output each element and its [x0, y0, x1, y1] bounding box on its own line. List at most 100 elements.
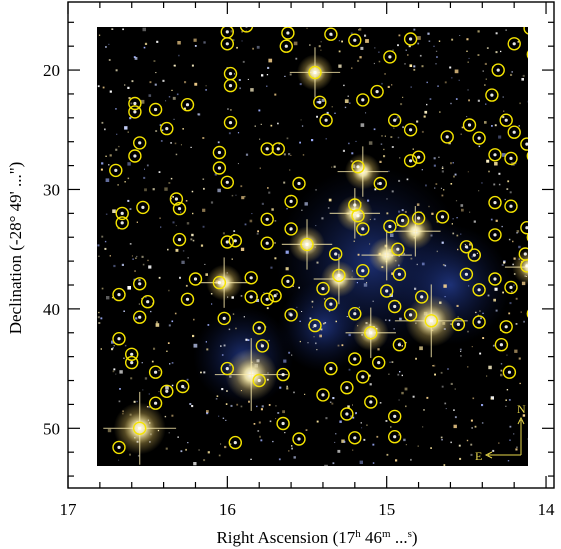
- source-marker: [180, 292, 195, 306]
- faint-star: [175, 153, 178, 156]
- faint-star: [198, 449, 200, 451]
- marker-star: [375, 90, 379, 94]
- faint-star: [377, 348, 380, 351]
- faint-star: [289, 169, 291, 171]
- source-marker: [276, 416, 290, 431]
- faint-star: [136, 255, 138, 258]
- faint-star: [376, 435, 379, 438]
- faint-star: [347, 405, 350, 408]
- bright-star: [504, 249, 528, 285]
- faint-star: [179, 276, 181, 279]
- faint-star: [352, 449, 354, 451]
- faint-star: [148, 393, 150, 395]
- marker-star: [393, 304, 397, 309]
- faint-star: [142, 389, 144, 391]
- marker-star: [525, 142, 528, 146]
- faint-star: [127, 177, 130, 180]
- faint-star: [436, 220, 439, 223]
- marker-star: [532, 312, 535, 315]
- faint-star: [174, 142, 177, 145]
- faint-star: [225, 403, 228, 405]
- marker-star: [233, 441, 237, 445]
- faint-star: [143, 176, 146, 179]
- faint-star: [320, 49, 322, 51]
- faint-star: [170, 177, 173, 180]
- source-marker: [415, 290, 429, 304]
- source-marker: [250, 14, 262, 26]
- faint-star: [508, 238, 511, 241]
- source-marker: [228, 234, 243, 248]
- source-marker: [403, 32, 418, 46]
- faint-star: [108, 59, 111, 61]
- faint-star: [288, 153, 291, 156]
- faint-star: [445, 408, 447, 410]
- faint-star: [522, 414, 526, 417]
- faint-star: [228, 132, 231, 135]
- source-marker: [523, 27, 528, 35]
- marker-star: [313, 324, 317, 328]
- marker-star: [493, 277, 497, 281]
- faint-star: [161, 129, 164, 131]
- faint-star: [342, 149, 345, 152]
- marker-star: [409, 313, 413, 317]
- faint-star: [357, 253, 360, 256]
- marker-star: [512, 130, 516, 134]
- marker-star: [397, 272, 401, 276]
- source-marker: [411, 211, 426, 225]
- faint-star: [373, 128, 376, 131]
- faint-star: [197, 113, 200, 116]
- faint-star: [454, 69, 459, 74]
- source-marker: [459, 267, 474, 281]
- marker-star: [393, 118, 397, 122]
- faint-star: [384, 73, 386, 75]
- faint-star: [232, 313, 235, 315]
- faint-star: [150, 310, 152, 313]
- source-marker: [148, 365, 163, 379]
- faint-star: [451, 223, 453, 225]
- faint-star: [118, 459, 120, 461]
- faint-star: [433, 364, 436, 367]
- faint-star: [204, 263, 206, 265]
- y-tick-label: 40: [43, 300, 60, 319]
- marker-star: [225, 240, 229, 244]
- source-marker: [499, 320, 513, 334]
- faint-star: [309, 44, 311, 46]
- faint-star: [130, 377, 133, 380]
- faint-star: [417, 445, 419, 447]
- north-arrowhead: [517, 416, 525, 425]
- source-marker: [281, 274, 295, 289]
- marker-star: [276, 147, 280, 151]
- faint-star: [466, 116, 468, 118]
- faint-star: [455, 98, 458, 100]
- faint-star: [417, 42, 420, 45]
- faint-star: [515, 323, 518, 325]
- source-marker: [160, 384, 174, 398]
- faint-star: [365, 112, 367, 114]
- source-marker: [308, 65, 322, 80]
- faint-star: [498, 135, 502, 139]
- faint-star: [503, 261, 506, 264]
- marker-star: [329, 367, 333, 371]
- faint-star: [479, 310, 481, 312]
- faint-star: [200, 371, 202, 374]
- faint-star: [129, 117, 132, 120]
- marker-star: [154, 107, 158, 112]
- faint-star: [358, 29, 360, 31]
- faint-star: [115, 108, 117, 110]
- faint-star: [335, 320, 337, 323]
- faint-star: [369, 243, 371, 245]
- faint-star: [97, 316, 100, 319]
- faint-star: [431, 212, 434, 215]
- source-marker: [526, 233, 528, 242]
- faint-star: [138, 279, 141, 282]
- faint-star: [344, 99, 349, 103]
- faint-star: [444, 296, 446, 298]
- faint-star: [185, 200, 188, 202]
- source-marker: [260, 292, 274, 306]
- marker-star: [525, 264, 528, 268]
- source-marker: [520, 137, 528, 151]
- marker-star: [273, 294, 277, 298]
- source-marker: [383, 50, 397, 64]
- faint-star: [471, 427, 473, 429]
- faint-star: [460, 233, 462, 235]
